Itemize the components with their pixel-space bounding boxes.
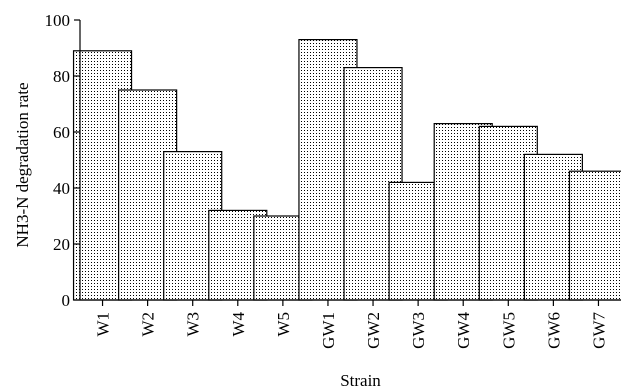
y-tick-label-100: 100 — [45, 11, 71, 30]
y-axis-title: NH3-N degradation rate — [13, 82, 32, 247]
y-tick-label-20: 20 — [53, 235, 70, 254]
bar-GW7 — [568, 170, 621, 301]
x-tick-label-GW2: GW2 — [364, 312, 383, 349]
x-tick-label-W3: W3 — [184, 312, 203, 337]
y-tick-label-0: 0 — [62, 291, 71, 310]
y-ticks: 0 20 40 60 80 100 — [45, 11, 80, 310]
y-tick-label-40: 40 — [53, 179, 70, 198]
bars-layer — [72, 38, 621, 301]
axes-layer — [79, 20, 621, 301]
x-tick-label-W1: W1 — [94, 312, 113, 337]
x-tick-label-GW7: GW7 — [589, 312, 608, 349]
y-tick-label-80: 80 — [53, 67, 70, 86]
x-tick-label-GW5: GW5 — [499, 312, 518, 349]
x-tick-label-GW1: GW1 — [319, 312, 338, 349]
x-tick-label-W2: W2 — [139, 312, 158, 337]
x-tick-label-GW6: GW6 — [544, 312, 563, 349]
x-tick-label-W4: W4 — [229, 312, 248, 337]
x-tick-label-GW3: GW3 — [409, 312, 428, 349]
x-tick-label-GW4: GW4 — [454, 312, 473, 349]
x-axis-title: Strain — [340, 371, 381, 390]
x-ticks: W1 W2 W3 W4 W5 GW1 GW2 GW3 GW4 GW5 GW6 GW7 — [94, 300, 608, 349]
y-tick-label-60: 60 — [53, 123, 70, 142]
x-tick-label-W5: W5 — [274, 312, 293, 337]
